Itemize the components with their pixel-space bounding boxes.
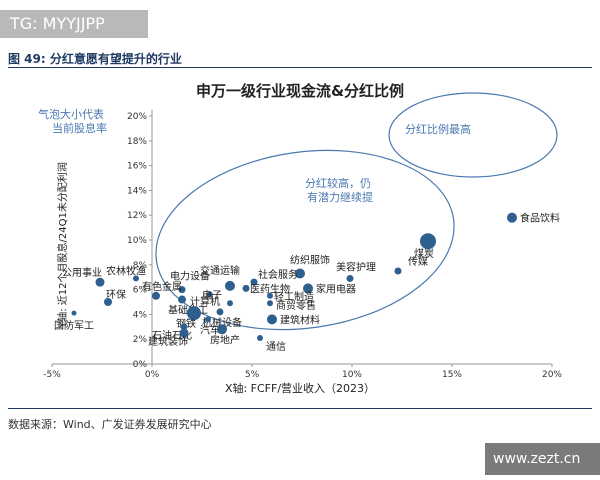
data-point [394, 267, 402, 275]
data-point [225, 280, 235, 291]
data-point [257, 334, 263, 341]
data-point [250, 278, 258, 286]
data-point [207, 291, 213, 298]
data-point [104, 298, 112, 306]
point-label: 传媒 [408, 256, 428, 268]
data-point [152, 291, 160, 300]
chart-title: 申万一级行业现金流&分红比例 [196, 82, 404, 100]
y-axis-label: Y轴: 近12个月股息/24Q1未分配利润 [56, 162, 69, 329]
point-label: 农林牧渔 [106, 264, 146, 277]
data-point [346, 274, 354, 282]
data-point [178, 286, 186, 294]
data-point [303, 283, 313, 294]
x-axis-label: X轴: FCFF/营业收入（2023） [225, 381, 375, 395]
point-label: 公用事业 [62, 266, 102, 279]
point-label: 商贸零售 [276, 299, 316, 312]
caption-rule [8, 67, 592, 68]
highlight-ellipse-top [388, 92, 558, 178]
point-label: 环保 [106, 288, 126, 301]
annotation-potential-1: 分红较高，仍 [305, 176, 371, 190]
annotation-potential-2: 有潜力继续提 [307, 190, 373, 204]
source-rule [8, 408, 592, 409]
point-label: 房地产 [210, 333, 240, 346]
x-tick-label: 20% [542, 370, 562, 380]
data-point [180, 323, 188, 331]
y-tick-label: 10% [127, 236, 147, 246]
data-point [420, 233, 436, 250]
data-point [187, 306, 201, 321]
data-point [227, 300, 233, 307]
y-tick-label: 8% [133, 261, 148, 271]
point-label: 通信 [266, 341, 286, 353]
point-label: 社会服务 [258, 268, 298, 281]
y-tick-label: 2% [133, 335, 148, 345]
data-point [242, 284, 250, 292]
point-label: 食品饮料 [520, 212, 560, 225]
point-label: 交通运输 [200, 264, 240, 277]
point-label: 机械设备 [202, 316, 242, 329]
data-point [205, 316, 211, 323]
bubble-legend-line1: 气泡大小代表 [38, 107, 104, 121]
y-tick-label: 4% [133, 310, 148, 320]
y-tick-label: 18% [127, 137, 147, 147]
data-point [267, 314, 277, 325]
point-label: 煤炭 [414, 247, 434, 260]
point-label: 建筑装饰 [148, 335, 188, 348]
y-tick-label: 12% [127, 211, 147, 221]
point-label: 美容护理 [336, 260, 376, 273]
data-point [133, 275, 139, 282]
data-point [267, 300, 273, 307]
point-label: 国防军工 [54, 319, 94, 332]
x-tick-label: -5% [43, 370, 61, 380]
y-tick-label: 6% [133, 286, 148, 296]
point-label: 医药生物 [250, 282, 290, 295]
watermark-bottom: www.zezt.cn [485, 443, 600, 475]
y-tick-label: 20% [127, 112, 147, 122]
point-label: 汽车 [200, 323, 220, 336]
x-tick-label: 10% [342, 370, 362, 380]
y-tick-label: 14% [127, 186, 147, 196]
point-label: 家用电器 [316, 282, 356, 295]
data-point [216, 308, 224, 316]
data-point [179, 328, 189, 338]
highlight-ellipse-mid [155, 149, 455, 331]
data-point [267, 292, 273, 299]
data-point [71, 310, 77, 316]
bubble-legend-line2: 当前股息率 [52, 121, 107, 135]
x-tick-label: 15% [442, 370, 462, 380]
point-label: 轻工制造 [274, 290, 314, 303]
data-point [217, 324, 227, 335]
x-tick-label: 0% [145, 370, 160, 380]
x-tick-label: 5% [245, 370, 260, 380]
point-label: 建筑材料 [280, 313, 320, 326]
point-label: 有色金属 [142, 280, 182, 293]
data-point [507, 212, 517, 223]
point-label: 纺织服饰 [290, 253, 330, 266]
data-point [178, 295, 186, 304]
point-label: 电力设备 [170, 270, 210, 283]
figure-caption: 图 49: 分红意愿有望提升的行业 [8, 52, 182, 66]
y-tick-label: 16% [127, 162, 147, 172]
watermark-top: TG: MYYJJPP [0, 10, 148, 38]
source-note: 数据来源：Wind、广发证券发展研究中心 [8, 418, 212, 431]
point-label: 计算机 [190, 295, 220, 308]
data-point [95, 277, 105, 287]
annotation-highest: 分红比例最高 [405, 122, 471, 136]
point-label: 电子 [202, 289, 222, 302]
data-point [295, 268, 305, 279]
y-tick-label: 0% [133, 360, 148, 370]
